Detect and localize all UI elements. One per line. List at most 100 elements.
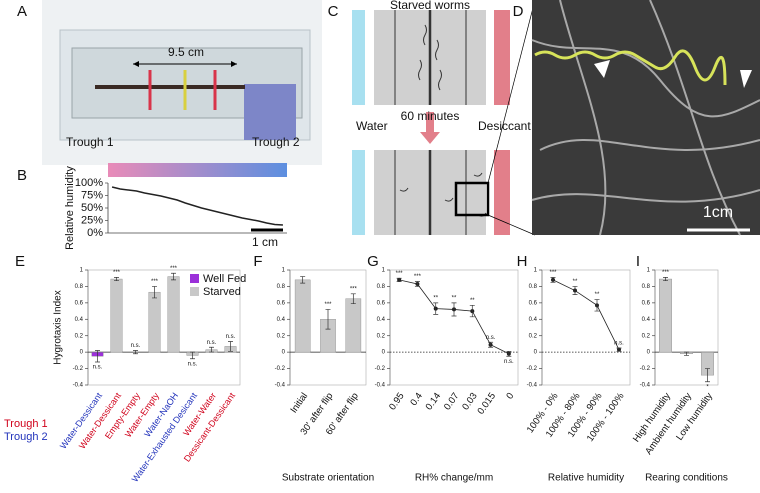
y-axis-label: Relative humidity [64,166,76,250]
legend-swatch [190,274,199,283]
y-tick-label: 1 [534,268,538,274]
legend-label: Well Fed [203,273,246,285]
bar [110,278,123,353]
x-tick-label: 0.95 [387,391,407,412]
x-tick-label: 0 [504,391,516,402]
line [111,186,283,226]
significance: ** [470,298,475,304]
panel-letter: A [17,3,27,20]
plot-frame [654,269,719,386]
error-bar [550,277,556,283]
significance: ** [573,279,578,285]
significance: ** [433,295,438,301]
significance: n.s. [207,340,217,346]
trough-legend: Trough 2 [4,431,48,443]
panel-letter: I [636,253,640,270]
y-tick-label: 0.4 [377,317,386,323]
error-bar [705,368,710,383]
significance: *** [662,270,670,276]
error-bar [95,350,100,363]
plot-frame [541,269,631,386]
y-tick-label: 0.4 [277,317,286,323]
plot-frame [389,269,519,386]
panel-letter: C [328,3,339,20]
error-bar [325,309,331,330]
diagram-c [352,0,536,236]
significance: n.s. [131,343,141,349]
error-bar [433,302,439,315]
significance: *** [113,270,121,276]
y-tick-label: 0.6 [642,300,651,306]
error-bar [114,277,119,282]
error-bar [350,293,356,305]
error-bar [572,286,578,295]
error-bar [663,277,668,282]
y-axis-label: Hygrotaxis Index [53,290,64,364]
panel-letter: E [15,253,25,270]
error-bar [228,341,233,352]
panel-letter: G [367,253,379,270]
trough-label: Trough 1 [66,135,114,149]
y-tick-label: 0.6 [529,300,538,306]
y-tick-label: -0.4 [527,383,538,389]
error-bar [616,347,622,352]
y-tick-label: 1 [647,268,651,274]
line [552,279,620,350]
significance: *** [396,271,404,277]
y-tick-label: 50% [81,202,103,214]
significance: ** [452,295,457,301]
legend-swatch [190,287,199,296]
y-tick-label: 0.8 [529,284,538,290]
diagram-label: Water [356,119,388,133]
line [399,279,510,355]
significance: n.s. [504,359,514,365]
x-axis-label: Substrate orientation [282,473,374,484]
error-bar [488,341,494,348]
y-tick-label: 100% [75,177,103,189]
x-axis-label: RH% change/mm [415,473,493,484]
y-tick-label: -0.2 [375,366,386,372]
photo-d [531,0,760,236]
y-tick-label: 0.8 [377,284,386,290]
significance: n.s. [226,334,236,340]
y-tick-label: -0.2 [640,366,651,372]
y-tick-label: -0.2 [527,366,538,372]
legend-label: Starved [203,286,241,298]
bar [148,291,161,353]
significance: *** [350,286,358,292]
panel-letter: D [513,3,524,20]
x-tick-label: 0.07 [442,391,462,412]
error-bar [152,286,157,299]
error-bar [451,302,457,317]
significance: *** [324,302,332,308]
y-tick-label: 0.6 [377,300,386,306]
y-tick-label: 0 [382,350,386,356]
y-tick-label: 1 [80,268,84,274]
x-tick-label: Initial [288,391,310,415]
y-tick-label: -0.2 [275,366,286,372]
humidity-gradient [108,163,287,177]
y-tick-label: 0.4 [75,317,84,323]
diagram-label: Desiccant [478,119,531,133]
x-tick-label: 0.4 [408,391,425,408]
trough-legend: Trough 1 [4,418,48,430]
significance: n.s. [486,335,496,341]
y-tick-label: 0.8 [75,284,84,290]
y-tick-label: 0.4 [529,317,538,323]
significance: *** [414,274,422,280]
significance: n.s. [188,361,198,367]
y-tick-label: 0.2 [277,333,286,339]
y-tick-label: 75% [81,189,103,201]
trough-label: Trough 2 [252,135,300,149]
y-tick-label: -0.4 [640,383,651,389]
x-axis-label: 1 cm [252,235,278,249]
plot-frame [87,269,241,386]
diagram-label: Starved worms [390,0,470,12]
error-bar [133,350,138,355]
bar [659,278,673,353]
diagram-label: 60 minutes [401,109,460,123]
y-tick-label: 0.8 [642,284,651,290]
significance: * [706,384,709,390]
error-bar [506,350,512,357]
y-tick-label: -0.4 [275,383,286,389]
